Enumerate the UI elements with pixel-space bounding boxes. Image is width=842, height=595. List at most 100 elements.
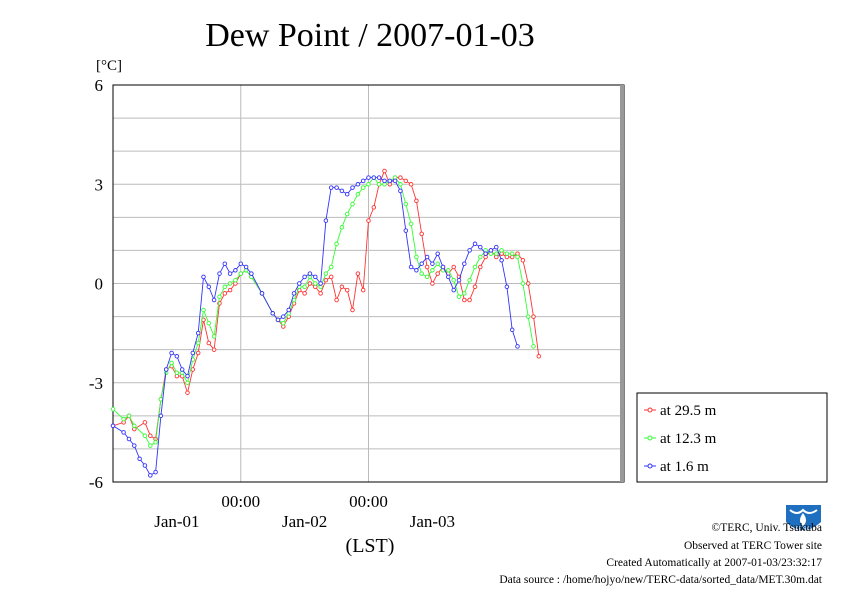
data-point <box>467 248 472 253</box>
data-point <box>462 297 467 303</box>
data-point <box>494 244 499 250</box>
data-point <box>307 281 313 286</box>
data-point <box>323 277 329 283</box>
data-point <box>313 274 318 280</box>
data-point <box>238 271 244 276</box>
data-point <box>286 307 291 313</box>
x-tick-day-label: Jan-02 <box>282 512 327 531</box>
data-point <box>488 248 494 253</box>
data-point <box>318 281 323 286</box>
data-point <box>525 281 531 286</box>
data-point <box>233 268 238 273</box>
data-point <box>169 360 174 366</box>
data-point <box>350 307 355 313</box>
legend-box <box>636 392 828 483</box>
data-point <box>531 344 536 349</box>
data-point <box>190 367 196 372</box>
y-tick-label: 0 <box>95 275 104 294</box>
data-point <box>233 277 238 283</box>
data-point <box>222 261 228 266</box>
data-point <box>408 182 414 187</box>
data-point <box>206 340 212 346</box>
data-point <box>291 291 297 296</box>
data-point <box>281 314 286 319</box>
y-tick-label: 6 <box>95 76 104 95</box>
y-axis-ticks: 6 3 0 -3 -6 <box>89 76 103 492</box>
legend-swatch-marker <box>647 435 653 441</box>
data-point <box>307 271 313 276</box>
series-at-1-6-m <box>110 175 520 478</box>
data-point <box>142 420 148 425</box>
data-point <box>360 185 366 190</box>
data-point <box>499 258 504 263</box>
data-point <box>435 251 440 256</box>
x-axis-label: (LST) <box>346 535 395 557</box>
data-point <box>217 271 222 276</box>
data-point <box>376 175 382 180</box>
data-point <box>344 287 350 293</box>
data-point <box>408 221 414 227</box>
data-point <box>403 228 409 233</box>
data-point <box>110 406 116 412</box>
logo-text: TERC <box>795 527 812 533</box>
legend-label: at 29.5 m <box>660 403 717 419</box>
data-point <box>360 178 366 184</box>
data-point <box>126 413 132 419</box>
data-point <box>302 284 307 290</box>
data-point <box>211 297 217 303</box>
y-axis-unit: [°C] <box>96 58 122 74</box>
data-point <box>478 264 483 270</box>
data-point <box>520 281 526 286</box>
data-point <box>110 423 116 429</box>
data-point <box>313 281 318 286</box>
data-point <box>328 264 334 270</box>
data-point <box>456 277 462 283</box>
data-point <box>270 311 275 316</box>
data-point <box>414 254 419 260</box>
data-point <box>121 430 126 435</box>
data-point <box>158 397 164 402</box>
data-point <box>174 370 180 376</box>
data-point <box>403 201 409 207</box>
data-point <box>222 284 228 290</box>
data-point <box>382 168 387 174</box>
data-point <box>217 294 222 299</box>
data-point <box>424 264 430 270</box>
data-point <box>440 264 446 270</box>
grid-lines <box>113 85 624 482</box>
data-point <box>148 433 153 438</box>
chart-title: Dew Point / 2007-01-03 <box>205 17 535 54</box>
data-point <box>376 182 382 187</box>
data-point <box>185 373 190 379</box>
data-point <box>414 268 419 273</box>
data-point <box>339 284 345 290</box>
data-point <box>227 287 233 293</box>
x-tick-day-label: Jan-03 <box>410 512 455 531</box>
data-point <box>478 244 483 250</box>
data-point <box>451 264 456 270</box>
data-point <box>419 231 424 237</box>
data-point <box>339 188 345 194</box>
data-point <box>334 185 339 190</box>
data-point <box>355 182 361 187</box>
data-point <box>185 390 190 395</box>
plot-right-edge-bar <box>620 85 624 482</box>
data-point <box>142 463 148 468</box>
data-point <box>509 327 515 333</box>
data-point <box>509 251 515 256</box>
data-point <box>472 264 478 270</box>
y-tick-label: -3 <box>89 374 103 393</box>
data-point <box>153 469 158 475</box>
series-layer <box>110 168 542 478</box>
x-tick-time-label: 00:00 <box>349 492 388 511</box>
data-point <box>259 291 265 296</box>
data-point <box>430 268 435 273</box>
data-point <box>424 274 430 280</box>
data-point <box>350 185 355 190</box>
data-point <box>478 254 483 260</box>
data-point <box>158 413 164 419</box>
credit-text: ©TERC, Univ. Tsukuba <box>712 522 822 534</box>
data-point <box>419 271 424 276</box>
data-point <box>515 344 520 349</box>
data-point <box>525 314 531 319</box>
